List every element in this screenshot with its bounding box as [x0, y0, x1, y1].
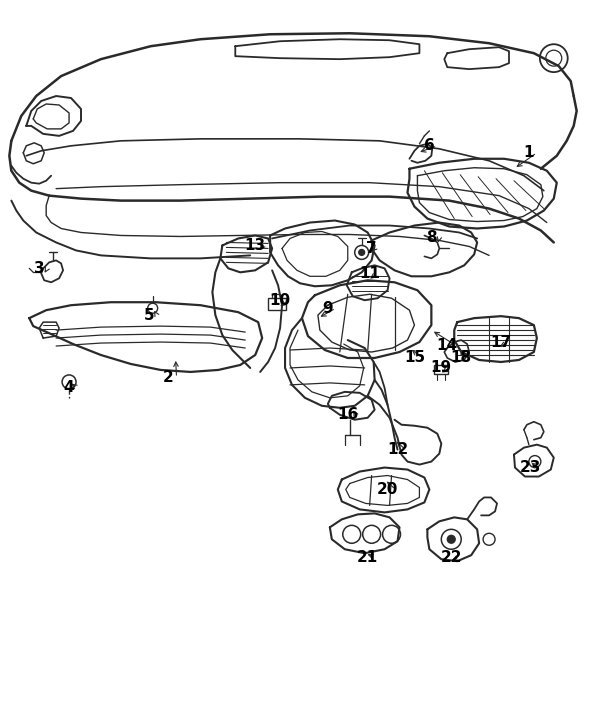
Text: 2: 2 — [163, 370, 174, 385]
Text: 4: 4 — [64, 380, 74, 395]
Text: 9: 9 — [323, 301, 333, 316]
Circle shape — [447, 535, 455, 543]
Text: 3: 3 — [34, 261, 44, 276]
Text: 1: 1 — [524, 145, 534, 160]
Text: 19: 19 — [431, 360, 452, 375]
Text: 12: 12 — [387, 442, 408, 457]
Text: 6: 6 — [424, 139, 435, 154]
Text: 5: 5 — [144, 308, 154, 323]
Text: 22: 22 — [440, 550, 462, 565]
Text: 21: 21 — [357, 550, 378, 565]
Bar — [434, 365, 449, 374]
Text: 17: 17 — [491, 335, 512, 350]
Text: 20: 20 — [377, 482, 398, 497]
Text: 10: 10 — [269, 293, 291, 308]
Text: 8: 8 — [426, 230, 437, 245]
Text: 7: 7 — [366, 241, 377, 256]
Circle shape — [359, 250, 365, 255]
Text: 15: 15 — [404, 351, 425, 365]
Text: 11: 11 — [359, 266, 380, 281]
Text: 13: 13 — [245, 238, 266, 253]
Text: 23: 23 — [520, 460, 541, 475]
Bar — [268, 298, 286, 310]
Text: 16: 16 — [337, 407, 358, 422]
Text: 14: 14 — [437, 338, 458, 353]
Text: 18: 18 — [451, 351, 472, 365]
